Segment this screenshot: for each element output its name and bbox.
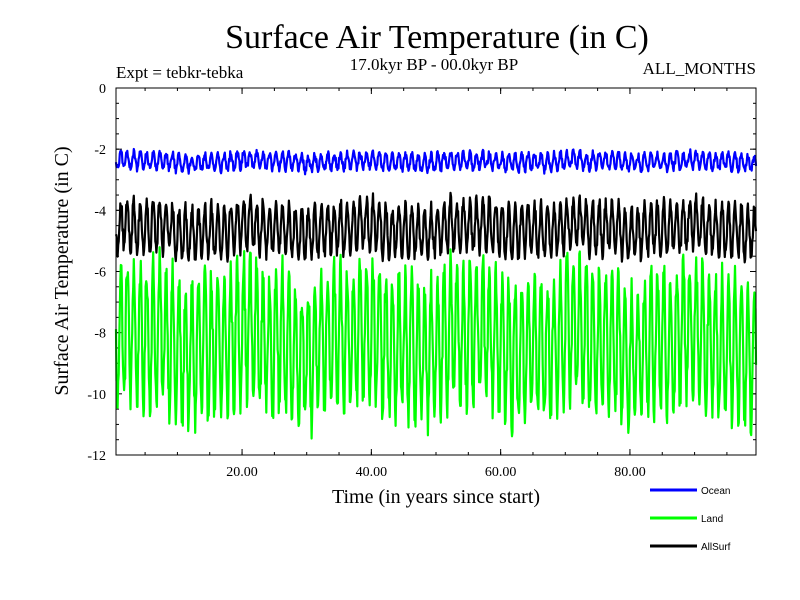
y-axis-label: Surface Air Temperature (in C) <box>51 146 73 395</box>
legend-label-allsurf: AllSurf <box>701 542 731 553</box>
y-tick-label: 0 <box>99 82 106 97</box>
x-axis-label: Time (in years since start) <box>332 486 540 508</box>
legend-label-ocean: Ocean <box>701 486 730 497</box>
y-tick-label: -2 <box>94 143 106 158</box>
chart-title: Surface Air Temperature (in C) <box>225 19 649 56</box>
y-tick-label: -12 <box>87 449 106 464</box>
y-tick-label: -4 <box>94 204 106 219</box>
experiment-label: Expt = tebkr-tebka <box>116 63 244 82</box>
legend: Ocean Land AllSurf <box>650 486 731 553</box>
x-tick-label: 60.00 <box>485 465 517 480</box>
y-tick-label: -10 <box>87 388 106 403</box>
series-line-ocean <box>114 147 758 176</box>
y-tick-label: -8 <box>94 327 106 342</box>
y-tick-label: -6 <box>94 266 106 281</box>
legend-label-land: Land <box>701 514 723 525</box>
series-line-allsurf <box>114 191 758 264</box>
series-lines <box>114 147 758 440</box>
x-axis-ticks: 20.00 40.00 60.00 80.00 <box>144 88 728 480</box>
plot-frame <box>115 87 757 456</box>
x-tick-label: 80.00 <box>614 465 646 480</box>
period-label: ALL_MONTHS <box>643 59 756 78</box>
x-tick-label: 20.00 <box>226 465 258 480</box>
chart-subtitle: 17.0kyr BP - 00.0kyr BP <box>350 55 518 74</box>
x-tick-label: 40.00 <box>356 465 388 480</box>
series-line-land <box>114 246 758 440</box>
